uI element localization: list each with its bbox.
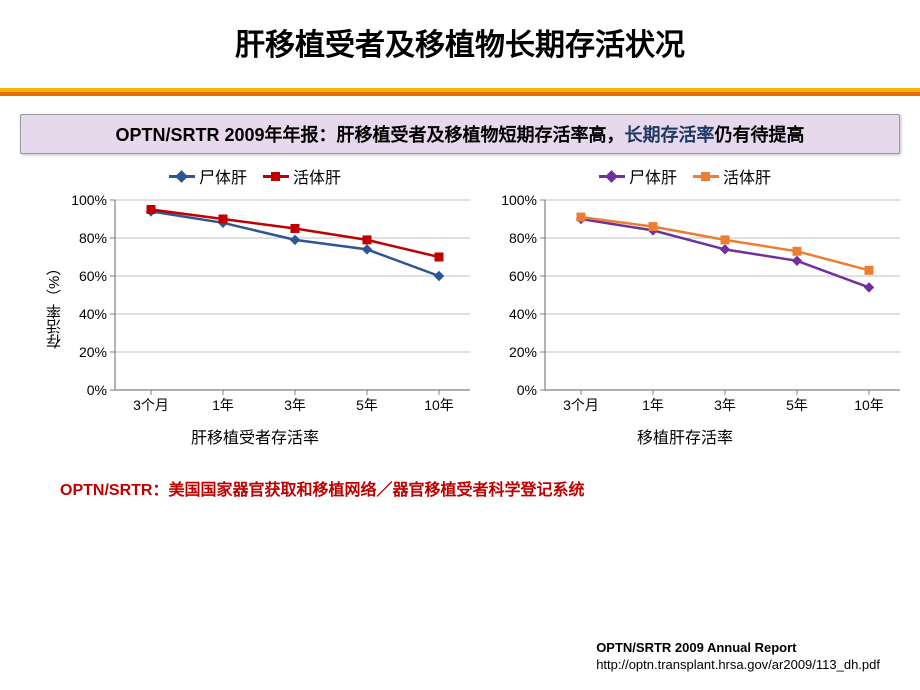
stripe-orange <box>0 92 920 96</box>
subtitle-emphasis: 长期存活率 <box>625 125 715 145</box>
svg-text:3年: 3年 <box>284 397 306 413</box>
chart-left-wrap: 存活率（%） 0% 20% 40% 60% 80% 100% 3个月 1年 3年 5年 10年 <box>40 190 470 420</box>
svg-text:20%: 20% <box>79 344 107 360</box>
legend-label: 活体肝 <box>723 164 771 188</box>
legend-item: 活体肝 <box>693 164 771 188</box>
svg-text:3个月: 3个月 <box>133 397 169 413</box>
legend-item: 尸体肝 <box>599 164 677 188</box>
legend-label: 活体肝 <box>293 164 341 188</box>
citation-line1: OPTN/SRTR 2009 Annual Report <box>596 639 880 657</box>
svg-text:80%: 80% <box>509 230 537 246</box>
y-axis-label: 存活率（%） <box>40 190 69 420</box>
svg-text:40%: 40% <box>509 306 537 322</box>
decorative-stripe <box>0 88 920 96</box>
chart-left-svg: 0% 20% 40% 60% 80% 100% 3个月 1年 3年 5年 10年 <box>69 190 470 420</box>
citation: OPTN/SRTR 2009 Annual Report http://optn… <box>596 639 880 674</box>
svg-text:60%: 60% <box>79 268 107 284</box>
citation-line2: http://optn.transplant.hrsa.gov/ar2009/1… <box>596 656 880 674</box>
svg-text:60%: 60% <box>509 268 537 284</box>
title-area: 肝移植受者及移植物长期存活状况 <box>0 0 920 64</box>
legend-item: 活体肝 <box>263 164 341 188</box>
chart-right-svg: 0% 20% 40% 60% 80% 100% 3个月 1年 3年 5年 10年 <box>499 190 900 420</box>
svg-text:5年: 5年 <box>356 397 378 413</box>
svg-text:100%: 100% <box>501 192 537 208</box>
subtitle-prefix: OPTN/SRTR 2009年年报：肝移植受者及移植物短期存活率高， <box>115 125 624 145</box>
chart-right-title: 移植肝存活率 <box>470 420 900 448</box>
legend-label: 尸体肝 <box>629 164 677 188</box>
explanatory-note: OPTN/SRTR：美国国家器官获取和移植网络／器官移植受者科学登记系统 <box>0 448 920 500</box>
svg-text:10年: 10年 <box>424 397 454 413</box>
svg-text:1年: 1年 <box>642 397 664 413</box>
chart-left-column: 尸体肝 活体肝 存活率（%） 0% 20% 40% 60% 80% 100% 3个月 1年 3年 5… <box>40 158 470 448</box>
svg-text:40%: 40% <box>79 306 107 322</box>
svg-text:0%: 0% <box>87 382 107 398</box>
chart-right-wrap: 存活率（%） 0%20%40%60%80%100%3个月1年3年5年10年 <box>470 190 900 420</box>
svg-text:80%: 80% <box>79 230 107 246</box>
chart-right-legend: 尸体肝 活体肝 <box>470 158 900 190</box>
chart-left-title: 肝移植受者存活率 <box>40 420 470 448</box>
subtitle-box: OPTN/SRTR 2009年年报：肝移植受者及移植物短期存活率高，长期存活率仍… <box>20 114 900 154</box>
svg-text:100%: 100% <box>71 192 107 208</box>
chart-right-column: 尸体肝活体肝 存活率（%） 0%20%40%60%80%100%3个月1年3年5… <box>470 158 900 448</box>
svg-text:5年: 5年 <box>786 397 808 413</box>
svg-text:10年: 10年 <box>854 397 884 413</box>
chart-left-legend: 尸体肝 活体肝 <box>40 158 470 190</box>
svg-text:0%: 0% <box>517 382 537 398</box>
legend-item: 尸体肝 <box>169 164 247 188</box>
svg-text:3年: 3年 <box>714 397 736 413</box>
legend-label: 尸体肝 <box>199 164 247 188</box>
charts-row: 尸体肝 活体肝 存活率（%） 0% 20% 40% 60% 80% 100% 3个月 1年 3年 5… <box>0 154 920 448</box>
subtitle-suffix: 仍有待提高 <box>715 125 805 145</box>
svg-text:3个月: 3个月 <box>563 397 599 413</box>
svg-text:20%: 20% <box>509 344 537 360</box>
svg-text:1年: 1年 <box>212 397 234 413</box>
page-title: 肝移植受者及移植物长期存活状况 <box>235 20 685 64</box>
